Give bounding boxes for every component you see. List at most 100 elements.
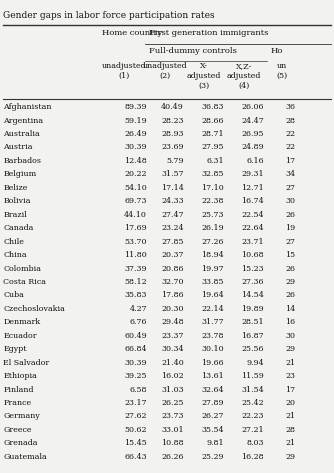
- Text: 23.24: 23.24: [161, 224, 184, 232]
- Text: Germany: Germany: [3, 412, 40, 420]
- Text: 6.76: 6.76: [130, 318, 147, 326]
- Text: 23.71: 23.71: [241, 237, 264, 245]
- Text: 15.23: 15.23: [241, 264, 264, 272]
- Text: 9.94: 9.94: [246, 359, 264, 367]
- Text: Ho: Ho: [271, 47, 283, 55]
- Text: Brazil: Brazil: [3, 210, 27, 219]
- Text: Full-dummy controls: Full-dummy controls: [149, 47, 236, 55]
- Text: 21: 21: [286, 359, 296, 367]
- Text: Austria: Austria: [3, 143, 33, 151]
- Text: 30.34: 30.34: [161, 345, 184, 353]
- Text: X-
adjusted
(3): X- adjusted (3): [187, 62, 221, 90]
- Text: 20.86: 20.86: [161, 264, 184, 272]
- Text: Denmark: Denmark: [3, 318, 40, 326]
- Text: Finland: Finland: [3, 385, 34, 394]
- Text: 66.84: 66.84: [124, 345, 147, 353]
- Text: 27: 27: [286, 184, 296, 192]
- Text: 9.81: 9.81: [206, 439, 224, 447]
- Text: Grenada: Grenada: [3, 439, 38, 447]
- Text: Belgium: Belgium: [3, 170, 37, 178]
- Text: 22.54: 22.54: [241, 210, 264, 219]
- Text: First generation immigrants: First generation immigrants: [149, 29, 268, 37]
- Text: 26.06: 26.06: [241, 103, 264, 111]
- Text: 28.66: 28.66: [201, 116, 224, 124]
- Text: 28.93: 28.93: [161, 130, 184, 138]
- Text: Belize: Belize: [3, 184, 28, 192]
- Text: 31.77: 31.77: [201, 318, 224, 326]
- Text: 22.14: 22.14: [201, 305, 224, 313]
- Text: unadjusted
(1): unadjusted (1): [101, 62, 146, 80]
- Text: 27.47: 27.47: [161, 210, 184, 219]
- Text: Argentina: Argentina: [3, 116, 43, 124]
- Text: 50.62: 50.62: [125, 426, 147, 434]
- Text: 14.54: 14.54: [241, 291, 264, 299]
- Text: France: France: [3, 399, 31, 407]
- Text: 13.61: 13.61: [201, 372, 224, 380]
- Text: 27.36: 27.36: [241, 278, 264, 286]
- Text: 16: 16: [286, 318, 296, 326]
- Text: 15.45: 15.45: [124, 439, 147, 447]
- Text: Barbados: Barbados: [3, 157, 41, 165]
- Text: 23.73: 23.73: [161, 412, 184, 420]
- Text: 32.85: 32.85: [201, 170, 224, 178]
- Text: Bolivia: Bolivia: [3, 197, 31, 205]
- Text: Gender gaps in labor force participation rates: Gender gaps in labor force participation…: [3, 11, 215, 20]
- Text: 58.12: 58.12: [124, 278, 147, 286]
- Text: 18.94: 18.94: [201, 251, 224, 259]
- Text: 24.33: 24.33: [161, 197, 184, 205]
- Text: 30.39: 30.39: [125, 143, 147, 151]
- Text: 30: 30: [286, 197, 296, 205]
- Text: 24.47: 24.47: [241, 116, 264, 124]
- Text: 17.69: 17.69: [124, 224, 147, 232]
- Text: 36.83: 36.83: [201, 103, 224, 111]
- Text: 54.10: 54.10: [124, 184, 147, 192]
- Text: 22: 22: [286, 130, 296, 138]
- Text: 8.03: 8.03: [246, 439, 264, 447]
- Text: 19: 19: [286, 224, 296, 232]
- Text: 25.29: 25.29: [201, 453, 224, 461]
- Text: 19.64: 19.64: [201, 291, 224, 299]
- Text: 25.73: 25.73: [201, 210, 224, 219]
- Text: 16.74: 16.74: [241, 197, 264, 205]
- Text: 27.85: 27.85: [161, 237, 184, 245]
- Text: 30.10: 30.10: [201, 345, 224, 353]
- Text: 23.69: 23.69: [161, 143, 184, 151]
- Text: 21: 21: [286, 412, 296, 420]
- Text: 27.89: 27.89: [201, 399, 224, 407]
- Text: 29: 29: [286, 453, 296, 461]
- Text: 33.01: 33.01: [161, 426, 184, 434]
- Text: 33.85: 33.85: [201, 278, 224, 286]
- Text: 20.30: 20.30: [161, 305, 184, 313]
- Text: 22.23: 22.23: [241, 412, 264, 420]
- Text: Australia: Australia: [3, 130, 40, 138]
- Text: 11.59: 11.59: [241, 372, 264, 380]
- Text: 26.49: 26.49: [124, 130, 147, 138]
- Text: Ecuador: Ecuador: [3, 332, 37, 340]
- Text: 20.37: 20.37: [161, 251, 184, 259]
- Text: 69.73: 69.73: [125, 197, 147, 205]
- Text: 17: 17: [286, 385, 296, 394]
- Text: 22.64: 22.64: [241, 224, 264, 232]
- Text: 27.95: 27.95: [201, 143, 224, 151]
- Text: 17.14: 17.14: [161, 184, 184, 192]
- Text: un
(5): un (5): [277, 62, 288, 80]
- Text: Guatemala: Guatemala: [3, 453, 47, 461]
- Text: 32.70: 32.70: [161, 278, 184, 286]
- Text: 28.71: 28.71: [201, 130, 224, 138]
- Text: 26: 26: [286, 210, 296, 219]
- Text: 27.62: 27.62: [125, 412, 147, 420]
- Text: 27.21: 27.21: [241, 426, 264, 434]
- Text: 23.78: 23.78: [201, 332, 224, 340]
- Text: 4.27: 4.27: [129, 305, 147, 313]
- Text: 17.86: 17.86: [161, 291, 184, 299]
- Text: Greece: Greece: [3, 426, 32, 434]
- Text: 22: 22: [286, 143, 296, 151]
- Text: 34: 34: [286, 170, 296, 178]
- Text: 11.80: 11.80: [124, 251, 147, 259]
- Text: 30.39: 30.39: [125, 359, 147, 367]
- Text: 5.79: 5.79: [166, 157, 184, 165]
- Text: 16.28: 16.28: [241, 453, 264, 461]
- Text: Czechoslovakia: Czechoslovakia: [3, 305, 65, 313]
- Text: 26.27: 26.27: [201, 412, 224, 420]
- Text: 35.54: 35.54: [201, 426, 224, 434]
